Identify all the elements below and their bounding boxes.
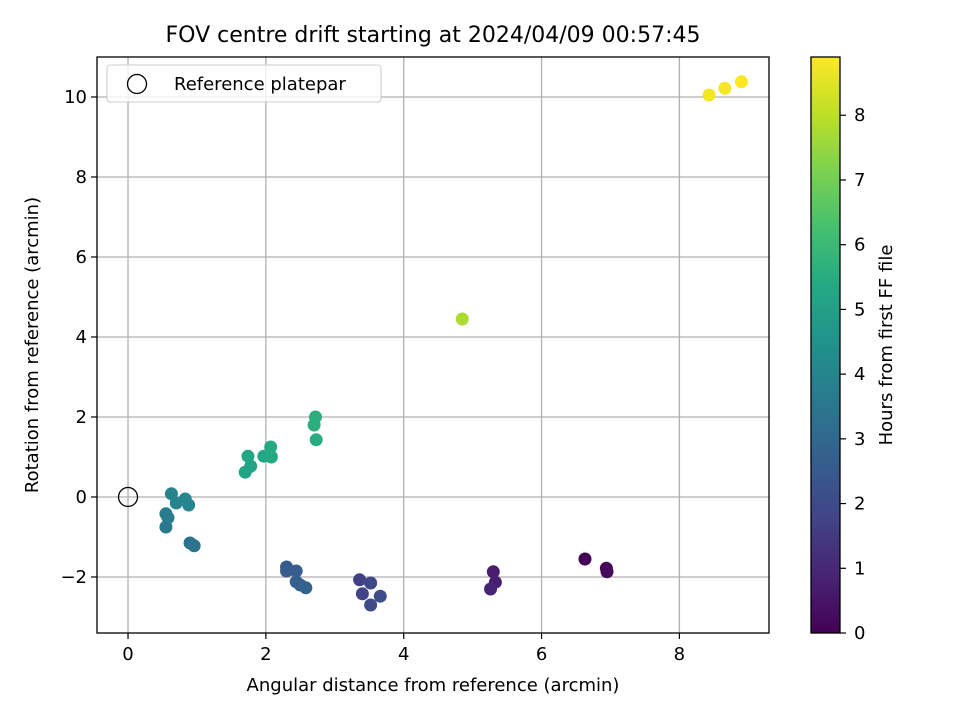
x-tick-label: 0: [122, 644, 133, 665]
data-point: [182, 498, 196, 512]
legend: Reference platepar: [106, 64, 382, 103]
colorbar-gradient: [810, 56, 841, 634]
data-point: [159, 520, 173, 534]
data-point: [373, 589, 387, 603]
colorbar-tick-label: 3: [854, 429, 865, 450]
data-point: [455, 312, 469, 326]
colorbar-tick-label: 4: [854, 364, 865, 385]
x-tick-label: 6: [536, 644, 547, 665]
data-points: [159, 75, 748, 612]
colorbar-tick-label: 1: [854, 558, 865, 579]
y-axis: −2 0 2 4 6 8 10: [60, 87, 97, 588]
data-point: [241, 449, 255, 463]
x-tick-label: 2: [260, 644, 271, 665]
data-point: [264, 440, 278, 454]
colorbar-label: Hours from first FF file: [876, 245, 897, 446]
data-point: [702, 88, 716, 102]
data-point: [364, 598, 378, 612]
y-tick-label: 2: [76, 407, 87, 428]
plot-frame: [96, 56, 770, 634]
colorbar-tick-label: 6: [854, 235, 865, 256]
colorbar-tick-label: 2: [854, 494, 865, 515]
data-point: [484, 582, 498, 596]
x-tick-label: 4: [398, 644, 409, 665]
colorbar-tick-label: 5: [854, 299, 865, 320]
data-point: [308, 410, 322, 424]
y-tick-label: 8: [76, 167, 87, 188]
colorbar-tick-label: 8: [854, 105, 865, 126]
colorbar-tick-label: 0: [854, 623, 865, 644]
x-axis: 0 2 4 6 8: [122, 633, 685, 665]
y-tick-label: −2: [60, 567, 87, 588]
colorbar: 0 1 2 3 4 5 6 7 8 Hours from first FF file: [810, 56, 897, 644]
x-tick-label: 8: [674, 644, 685, 665]
colorbar-tick-label: 7: [854, 170, 865, 191]
data-point: [578, 552, 592, 566]
data-point: [718, 81, 732, 95]
x-axis-label: Angular distance from reference (arcmin): [247, 675, 620, 696]
data-point: [734, 75, 748, 89]
y-tick-label: 6: [76, 247, 87, 268]
data-point: [353, 573, 367, 587]
legend-label-reference: Reference platepar: [174, 74, 346, 95]
data-point: [364, 576, 378, 590]
data-point: [600, 565, 614, 579]
y-tick-label: 10: [64, 87, 87, 108]
reference-point: [117, 486, 139, 508]
reference-marker: [117, 486, 139, 508]
data-point: [355, 587, 369, 601]
data-point: [264, 450, 278, 464]
y-tick-label: 4: [76, 327, 87, 348]
chart-title: FOV centre drift starting at 2024/04/09 …: [166, 23, 701, 48]
data-point: [486, 565, 500, 579]
legend-box: [106, 64, 382, 103]
colorbar-ticks: 0 1 2 3 4 5 6 7 8: [840, 105, 865, 644]
y-tick-label: 0: [76, 487, 87, 508]
data-point: [299, 581, 313, 595]
data-point: [187, 539, 201, 553]
legend-marker-reference: [126, 73, 148, 95]
data-point: [309, 433, 323, 447]
y-axis-label: Rotation from reference (arcmin): [22, 197, 43, 493]
data-point: [244, 459, 258, 473]
data-point: [289, 564, 303, 578]
data-point: [280, 564, 294, 578]
